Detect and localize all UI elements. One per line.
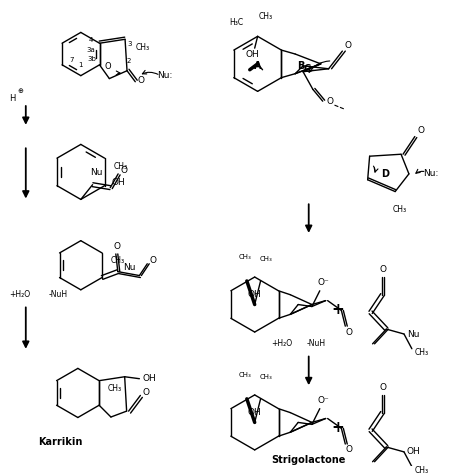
Text: CH₃: CH₃ — [393, 205, 407, 214]
Text: 3: 3 — [128, 41, 132, 47]
Text: O: O — [326, 97, 333, 106]
Text: O: O — [346, 446, 353, 455]
Text: +: + — [332, 420, 345, 435]
Text: 7: 7 — [70, 57, 74, 63]
Text: OH: OH — [248, 408, 262, 417]
Text: 4: 4 — [89, 37, 93, 43]
Text: OH: OH — [407, 447, 421, 456]
Text: O: O — [380, 264, 387, 273]
Text: CH₃: CH₃ — [238, 255, 251, 260]
Text: CH₃: CH₃ — [260, 256, 273, 262]
Text: CH₃: CH₃ — [258, 12, 273, 21]
Text: 1: 1 — [79, 62, 83, 68]
Text: Nu: Nu — [123, 263, 136, 272]
Text: Nu: Nu — [90, 168, 103, 177]
Text: -NuH: -NuH — [48, 290, 67, 299]
Text: O: O — [345, 41, 352, 50]
Text: O: O — [104, 62, 111, 71]
Text: C: C — [303, 64, 310, 74]
Text: 3b: 3b — [87, 56, 96, 62]
Text: Nu: Nu — [408, 329, 420, 338]
Text: CH₃: CH₃ — [260, 374, 273, 380]
Text: A: A — [254, 61, 261, 71]
Text: CH₃: CH₃ — [415, 466, 429, 474]
Text: O⁻: O⁻ — [318, 396, 329, 405]
Text: D: D — [382, 169, 389, 179]
Text: CH₃: CH₃ — [108, 384, 122, 393]
Text: OH: OH — [111, 178, 125, 187]
Text: 2: 2 — [127, 58, 131, 64]
Text: +H₂O: +H₂O — [272, 339, 292, 348]
Text: CH₃: CH₃ — [111, 256, 125, 265]
Text: OH: OH — [246, 49, 260, 58]
Text: Nu:: Nu: — [157, 71, 172, 80]
Text: O⁻: O⁻ — [318, 278, 329, 287]
Text: O: O — [143, 388, 150, 397]
Text: +H₂O: +H₂O — [9, 290, 30, 299]
Text: Strigolactone: Strigolactone — [272, 455, 346, 465]
Text: O: O — [113, 242, 120, 251]
Text: O: O — [380, 383, 387, 392]
Text: O: O — [150, 256, 156, 265]
Text: +: + — [332, 302, 345, 317]
Text: H₃C: H₃C — [229, 18, 243, 27]
Text: H: H — [9, 94, 15, 103]
Text: CH₃: CH₃ — [113, 162, 128, 171]
Text: B: B — [297, 61, 305, 71]
Text: OH: OH — [248, 290, 262, 299]
Text: O: O — [120, 166, 128, 175]
Text: ⊕: ⊕ — [17, 88, 23, 94]
Text: Nu:: Nu: — [423, 169, 438, 178]
Text: O: O — [137, 76, 145, 85]
Text: -NuH: -NuH — [307, 339, 326, 348]
Text: OH: OH — [142, 374, 156, 383]
Text: CH₃: CH₃ — [238, 372, 251, 378]
Text: CH₃: CH₃ — [136, 43, 150, 52]
Text: CH₃: CH₃ — [415, 348, 429, 357]
Text: 3a: 3a — [86, 47, 95, 53]
Text: O: O — [417, 126, 424, 135]
Text: O: O — [346, 328, 353, 337]
Text: Karrikin: Karrikin — [38, 437, 83, 447]
